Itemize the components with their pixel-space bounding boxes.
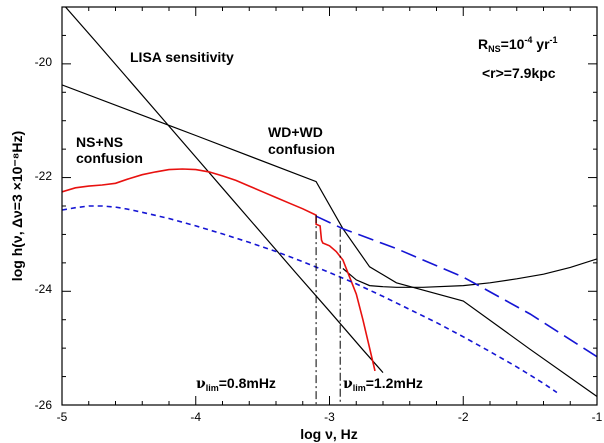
series-line-5: [62, 205, 558, 394]
nsns-label-line2: confusion: [76, 150, 143, 166]
x-axis-title: log ν, Hz: [300, 426, 358, 442]
distance-label: <r>=7.9kpc: [482, 65, 556, 81]
nsns-label-line1: NS+NS: [76, 134, 123, 150]
series-line-4: [315, 215, 597, 358]
series-line-0: [64, 7, 384, 373]
x-tick-label: -1: [592, 410, 603, 424]
y-tick-label: -26: [35, 398, 53, 412]
y-tick-label: -22: [35, 169, 53, 183]
x-tick-label: -2: [458, 410, 469, 424]
y-tick-label: -20: [35, 55, 53, 69]
wdwd-label-line2: confusion: [268, 141, 335, 157]
lisa-sensitivity-label: LISA sensitivity: [130, 49, 234, 65]
series-line-2: [342, 258, 597, 288]
series-line-1: [62, 84, 597, 397]
y-axis-title: log h(ν, Δν=3 ×10⁻⁸Hz): [9, 131, 25, 281]
x-tick-label: -4: [190, 410, 201, 424]
series-line-3: [62, 168, 376, 372]
nu-lim-1-label: νlim=0.8mHz: [196, 375, 276, 393]
y-tick-label: -24: [35, 282, 53, 296]
x-tick-label: -3: [324, 410, 335, 424]
wdwd-label-line1: WD+WD: [268, 124, 323, 140]
ticks-layer: [61, 6, 598, 406]
nu-lim-2-label: νlim=1.2mHz: [343, 375, 423, 393]
series-layer: [62, 7, 597, 405]
x-tick-label: -5: [57, 410, 68, 424]
rate-label: RNS=10-4 yr-1: [478, 35, 558, 54]
